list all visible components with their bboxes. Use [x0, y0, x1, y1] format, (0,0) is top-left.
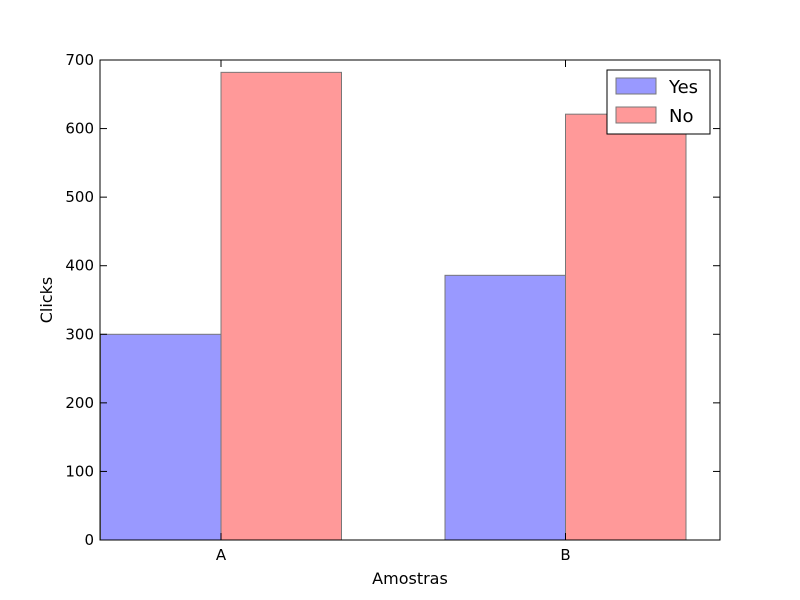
plot-frame	[99, 59, 721, 541]
bar-yes-a	[100, 333, 222, 541]
bar-no-b	[565, 113, 687, 541]
x-tick-label: A	[216, 546, 227, 564]
axes-layer: 0 100 200 300 400 500 600 700 A B	[65, 51, 720, 564]
y-tick-label: 400	[65, 257, 94, 275]
legend: Yes No	[606, 69, 711, 135]
bar-no-a	[220, 71, 342, 541]
x-axis-label: Amostras	[372, 569, 448, 588]
legend-swatch-no	[615, 106, 657, 124]
legend-label-yes: Yes	[668, 77, 698, 98]
y-tick-label: 0	[84, 531, 94, 549]
y-tick-label: 600	[65, 120, 94, 138]
bars-layer	[100, 71, 687, 541]
x-tick-label: B	[560, 546, 570, 564]
legend-swatch-yes	[615, 77, 657, 95]
y-tick-label: 200	[65, 394, 94, 412]
y-tick-label: 500	[65, 188, 94, 206]
bar-yes-b	[444, 274, 566, 541]
y-axis-label: Clicks	[37, 277, 56, 323]
y-tick-label: 700	[65, 51, 94, 69]
y-tick-label: 100	[65, 462, 94, 480]
legend-label-no: No	[669, 106, 693, 127]
y-tick-label: 300	[65, 325, 94, 343]
